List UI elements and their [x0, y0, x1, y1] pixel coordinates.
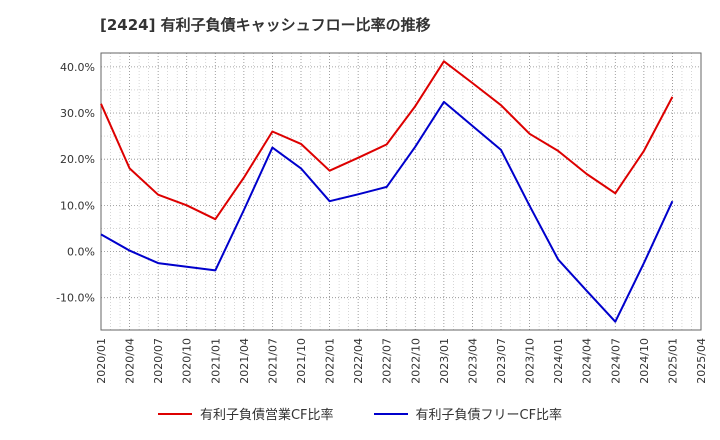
- x-tick-label: 2022/07: [381, 338, 394, 384]
- x-tick-label: 2022/01: [324, 338, 337, 384]
- x-tick-label: 2020/04: [124, 338, 137, 384]
- y-tick-label: 0.0%: [67, 246, 95, 259]
- y-tick-label: 20.0%: [60, 153, 95, 166]
- legend-swatch-operating-cf: [157, 412, 192, 415]
- plot-area: [101, 53, 701, 330]
- legend-item-operating-cf: 有利子負債営業CF比率: [157, 404, 334, 423]
- x-tick-label: 2024/10: [638, 338, 651, 384]
- x-tick-label: 2025/01: [666, 338, 679, 384]
- legend-swatch-free-cf: [373, 412, 408, 415]
- legend: 有利子負債営業CF比率 有利子負債フリーCF比率: [0, 404, 720, 423]
- chart-title: [2424] 有利子負債キャッシュフロー比率の推移: [100, 16, 431, 34]
- series-line-operating-cf: [100, 60, 674, 221]
- x-tick-label: 2020/07: [152, 338, 165, 384]
- x-tick-label: 2024/07: [609, 338, 622, 384]
- x-tick-label: 2025/04: [695, 338, 708, 384]
- y-tick-label: -10.0%: [56, 292, 95, 305]
- x-tick-label: 2021/04: [238, 338, 251, 384]
- x-tick-label: 2020/10: [181, 338, 194, 384]
- y-tick-label: 30.0%: [60, 107, 95, 120]
- x-tick-label: 2021/10: [295, 338, 308, 384]
- legend-label-free-cf: 有利子負債フリーCF比率: [415, 408, 563, 423]
- x-tick-label: 2024/01: [552, 338, 565, 384]
- legend-item-free-cf: 有利子負債フリーCF比率: [373, 404, 563, 423]
- x-tick-label: 2023/07: [495, 338, 508, 384]
- x-tick-label: 2020/01: [95, 338, 108, 384]
- x-tick-label: 2022/04: [352, 338, 365, 384]
- x-tick-label: 2024/04: [581, 338, 594, 384]
- x-tick-label: 2021/01: [209, 338, 222, 384]
- plot-border: [100, 52, 702, 331]
- x-tick-label: 2023/10: [524, 338, 537, 384]
- legend-label-operating-cf: 有利子負債営業CF比率: [199, 408, 334, 423]
- y-tick-label: 10.0%: [60, 199, 95, 212]
- series-line-free-cf: [100, 100, 674, 323]
- x-tick-label: 2023/01: [438, 338, 451, 384]
- x-tick-label: 2022/10: [409, 338, 422, 384]
- x-tick-label: 2021/07: [266, 338, 279, 384]
- x-tick-label: 2023/04: [466, 338, 479, 384]
- y-tick-label: 40.0%: [60, 61, 95, 74]
